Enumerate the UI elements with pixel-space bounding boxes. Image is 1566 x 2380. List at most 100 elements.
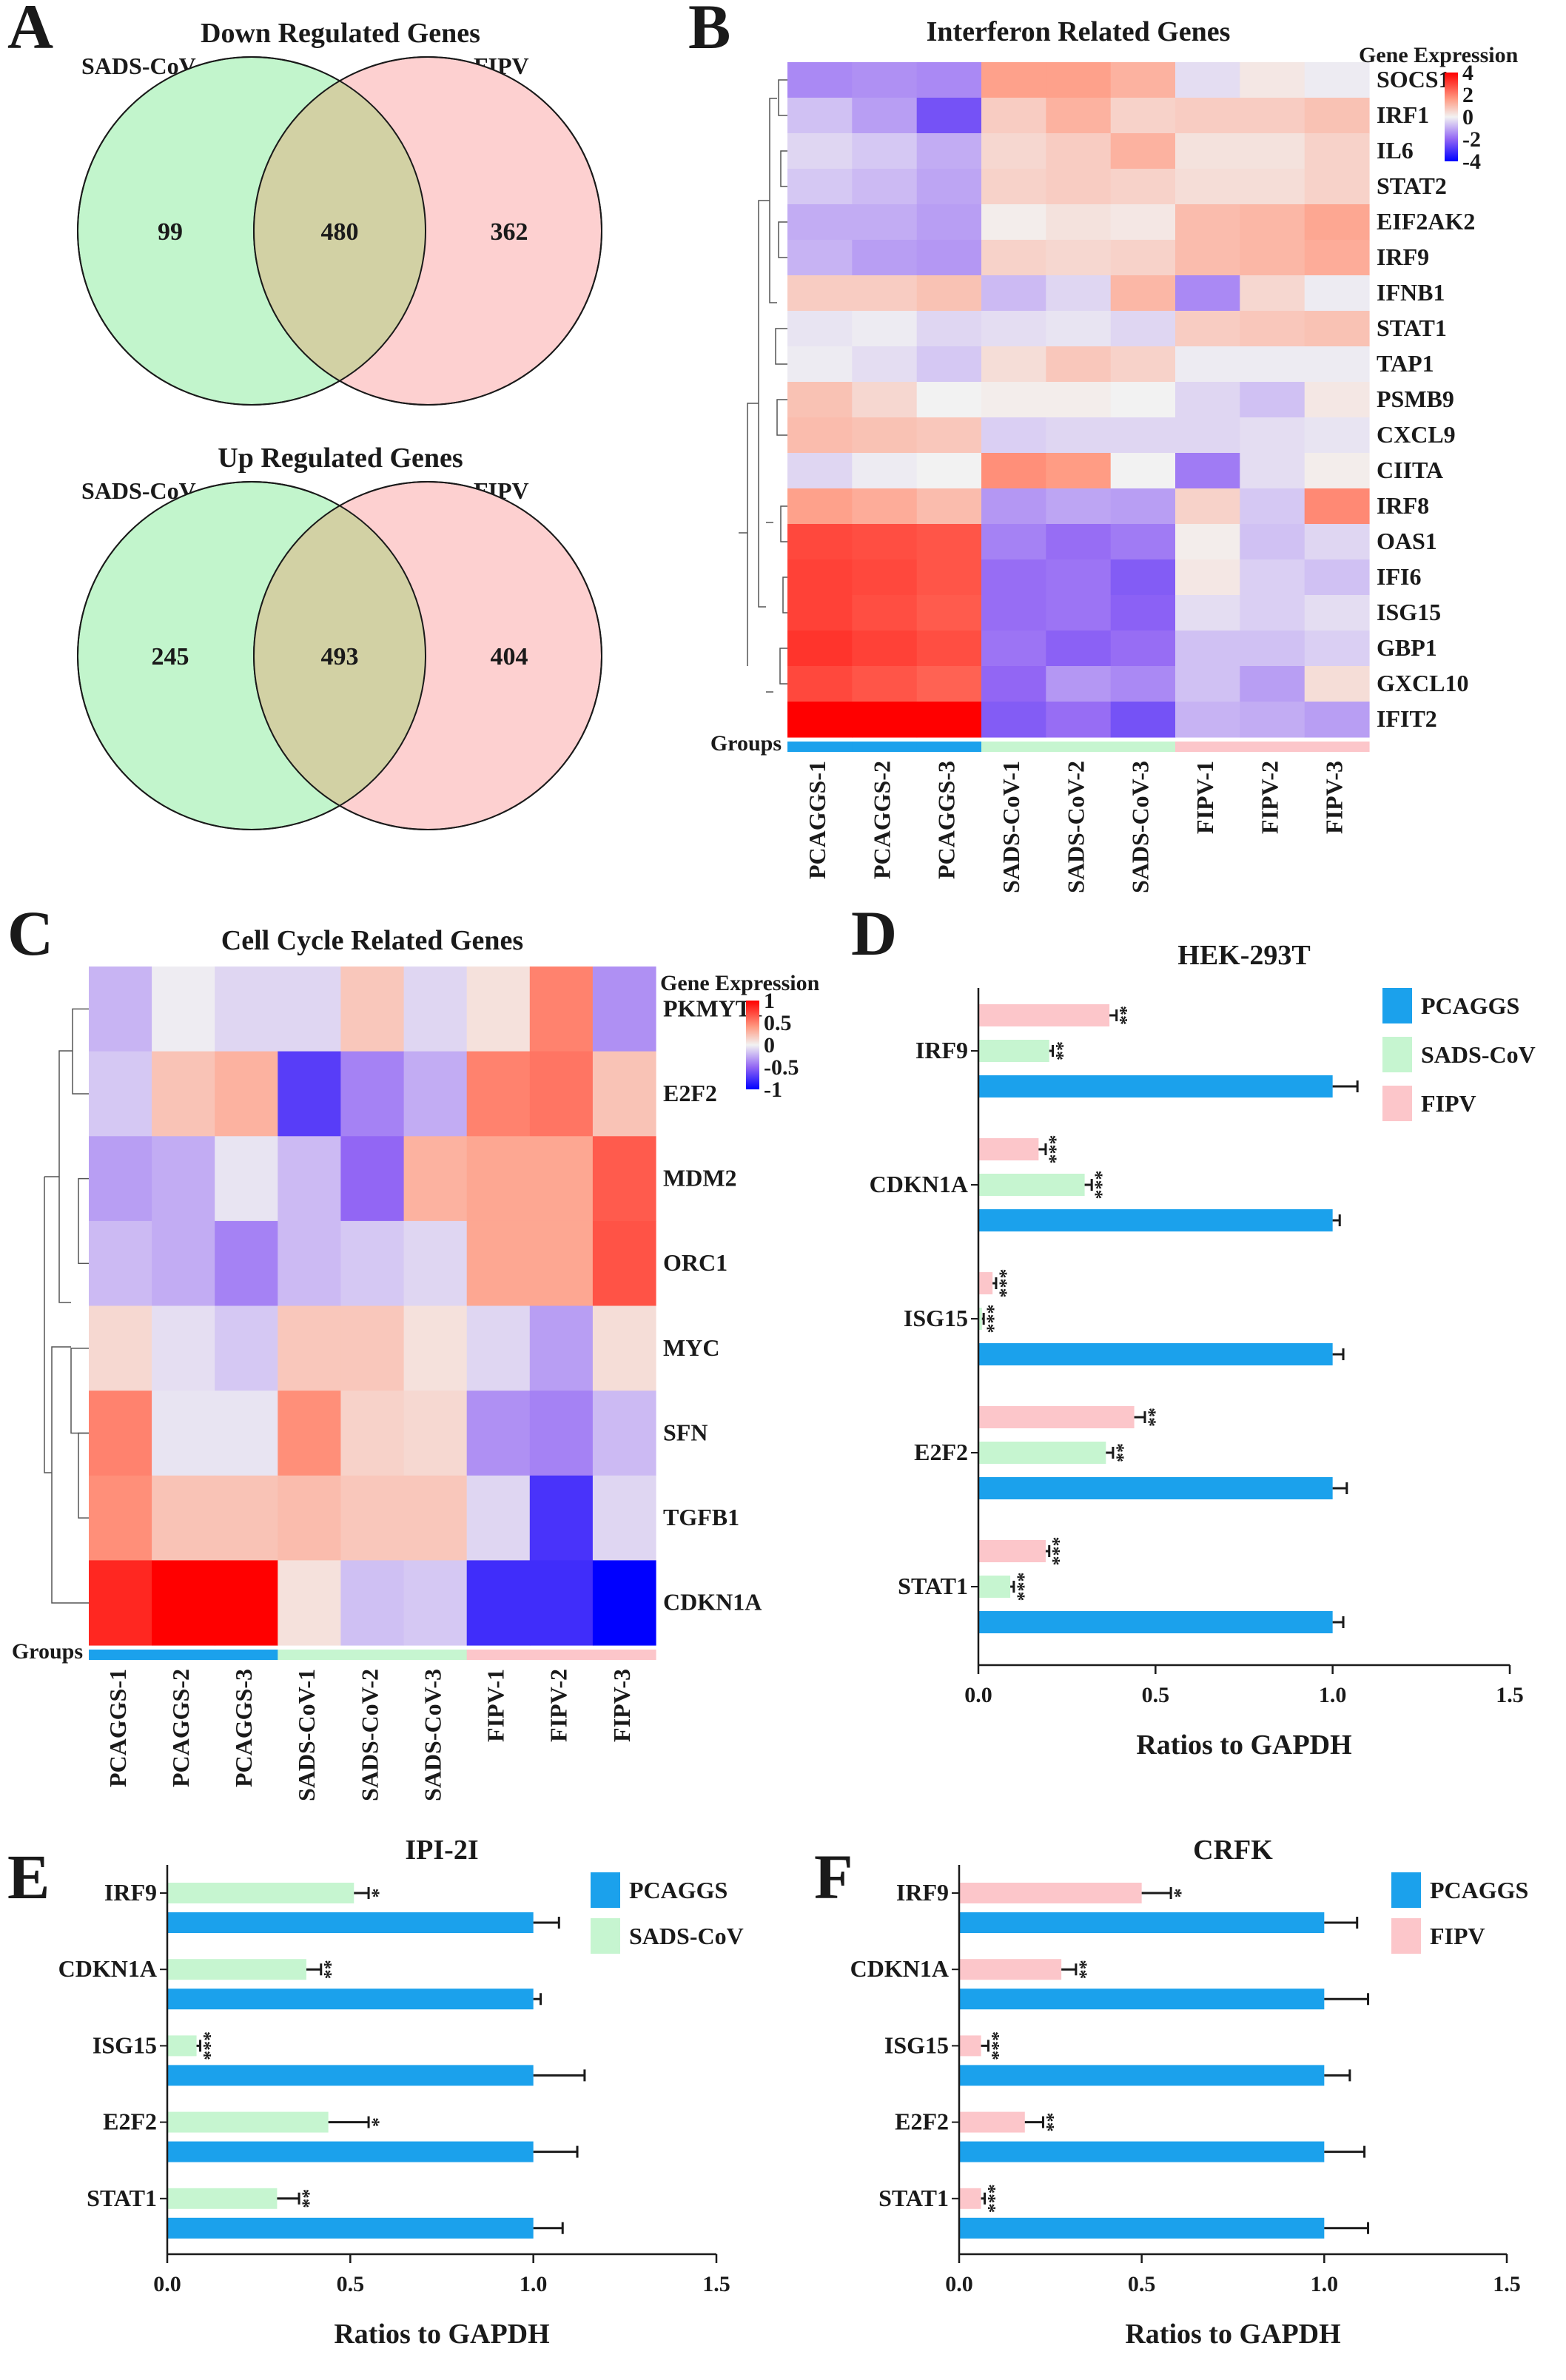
heatmap-cell [89, 1220, 152, 1307]
error-bar [1332, 1348, 1345, 1360]
heatmap-row-label: IFNB1 [1377, 279, 1445, 306]
heatmap-row-label: GBP1 [1377, 634, 1437, 661]
chart-title: IPI-2I [405, 1835, 478, 1866]
legend-tick: 0 [764, 1033, 775, 1058]
heatmap-cell [592, 1475, 656, 1561]
significance-mark: ** [1144, 1408, 1166, 1427]
panel-label-a: A [7, 0, 53, 62]
legend-label: PCAGGS [1430, 1877, 1528, 1903]
category-label: E2F2 [895, 2108, 949, 2135]
bar-sads-cov [978, 1040, 1049, 1062]
group-bar-segment [152, 1650, 215, 1660]
heatmap-cell [852, 595, 918, 631]
legend-label: PCAGGS [629, 1877, 727, 1903]
heatmap-cell [403, 1136, 468, 1222]
significance-mark: *** [983, 1305, 1004, 1334]
heatmap-cell [852, 417, 918, 454]
row-dendrogram [70, 1008, 89, 1519]
group-bar-segment [592, 1650, 656, 1660]
bar-fipv [959, 2111, 1025, 2133]
x-tick-label: 0.0 [945, 2272, 973, 2296]
heatmap-cell [152, 1136, 215, 1222]
heatmap-cell [1046, 169, 1112, 205]
legend-swatch [1391, 1872, 1421, 1908]
panel-label-c: C [7, 898, 53, 969]
bar-sads-cov [978, 1576, 1011, 1598]
group-bar-segment [215, 1650, 278, 1660]
heatmap-cell [152, 1560, 215, 1646]
heatmap-cell [1046, 311, 1112, 347]
bar-fipv [959, 2188, 981, 2209]
heatmap-cell [1110, 98, 1176, 134]
heatmap-cell [152, 1475, 215, 1561]
legend-swatch [591, 1872, 620, 1908]
heatmap-row-label: GXCL10 [1377, 670, 1468, 696]
bar-chart-F: CRFK * IRF9 ** CDKN1A *** ISG15 ** E2F2 *** STAT1 0… [850, 1835, 1529, 2350]
legend-label: FIPV [1430, 1923, 1485, 1949]
heatmap-column-label: PCAGGS-1 [804, 761, 830, 879]
heatmap-cell [89, 1560, 152, 1646]
heatmap-column-label: FIPV-3 [608, 1669, 635, 1742]
heatmap-cell [592, 1136, 656, 1222]
heatmap-cell [1046, 346, 1112, 383]
heatmap-cell [852, 488, 918, 525]
heatmap-column-label: SADS-CoV-3 [1127, 761, 1154, 893]
row-dendrogram [775, 79, 787, 685]
error-bar [1061, 1963, 1078, 1976]
heatmap-cell [981, 98, 1046, 134]
venn-count-right: 362 [491, 218, 528, 246]
error-bar [1109, 1009, 1118, 1021]
heatmap-cell [1240, 204, 1305, 241]
error-bar [992, 1277, 998, 1289]
heatmap-cell [466, 1136, 531, 1222]
bar-fipv [978, 1540, 1046, 1562]
heatmap-cell [1304, 169, 1370, 205]
error-bar [306, 1963, 323, 1976]
group-bar-segment [1046, 742, 1112, 752]
heatmap-cell [1175, 240, 1240, 276]
bar-pcaggs [959, 2217, 1325, 2239]
heatmap-cell [852, 240, 918, 276]
heatmap-cell [152, 1220, 215, 1307]
heatmap-cell [403, 1560, 468, 1646]
heatmap-column-label: PCAGGS-1 [104, 1669, 131, 1787]
heatmap-title: Cell Cycle Related Genes [221, 925, 523, 956]
heatmap-row-label: CXCL9 [1377, 421, 1456, 448]
heatmap-cell [215, 1136, 278, 1222]
heatmap-cell [852, 346, 918, 383]
heatmap-cell [1110, 204, 1176, 241]
heatmap-cell [981, 666, 1046, 702]
bar-pcaggs [959, 2141, 1325, 2162]
error-bar [196, 2040, 202, 2052]
category-label: CDKN1A [850, 1955, 949, 1982]
heatmap-column-label: PCAGGS-3 [933, 761, 960, 879]
panel-label-f: F [814, 1841, 853, 1912]
heatmap-cell [787, 311, 853, 347]
legend-tick: 0 [1462, 105, 1473, 130]
heatmap-cell [916, 240, 982, 276]
significance-mark: ** [1052, 1041, 1073, 1060]
heatmap-cell [787, 417, 853, 454]
heatmap-cell [529, 1475, 594, 1561]
heatmap-cell [1240, 275, 1305, 312]
heatmap-cell [1304, 524, 1370, 560]
heatmap-cell [529, 1560, 594, 1646]
heatmap-cell [1240, 240, 1305, 276]
heatmap-cell [916, 559, 982, 596]
group-bar-segment [466, 1650, 531, 1660]
heatmap-cell [152, 967, 215, 1052]
legend-swatch [1382, 988, 1412, 1023]
dendrogram-trunks [44, 98, 777, 1604]
heatmap-cell [1175, 595, 1240, 631]
category-label: IRF9 [915, 1037, 968, 1063]
error-bar [1324, 2145, 1366, 2158]
heatmap-row-label: IRF1 [1377, 101, 1429, 128]
bar-pcaggs [167, 1989, 534, 2010]
heatmap-cell [1110, 666, 1176, 702]
heatmap-row-label: TGFB1 [663, 1504, 739, 1530]
error-bar [981, 1313, 985, 1325]
heatmap-cell [916, 169, 982, 205]
error-bar [1045, 1545, 1051, 1557]
heatmap-cell [852, 453, 918, 489]
heatmap-cell [592, 1220, 656, 1307]
